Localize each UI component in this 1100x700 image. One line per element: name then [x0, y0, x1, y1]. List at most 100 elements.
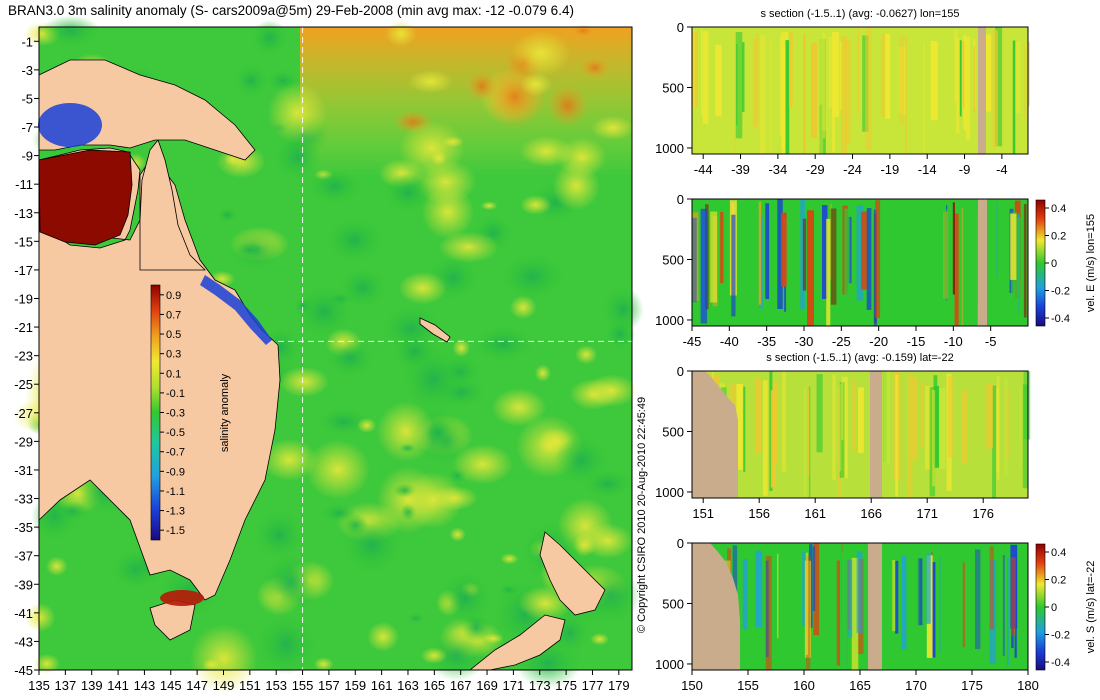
- panel-4-land: [692, 543, 740, 670]
- section-x-tick-label: -40: [720, 334, 739, 349]
- y-tick-label: -43: [14, 634, 33, 649]
- eddy: [407, 613, 425, 624]
- section-x-tick-label: -29: [806, 162, 825, 177]
- eddy: [590, 633, 610, 646]
- eddy: [367, 621, 400, 652]
- y-tick-label: -41: [14, 606, 33, 621]
- section-stripe: [933, 375, 938, 465]
- section-x-tick-label: 161: [804, 506, 826, 521]
- section-stripe: [763, 380, 768, 496]
- section-stripe: [995, 27, 1003, 147]
- section-stripe: [1010, 213, 1017, 280]
- section-stripe: [989, 546, 994, 630]
- y-tick-label: -9: [21, 149, 33, 164]
- eddy: [45, 556, 68, 577]
- panel-3-land: [692, 371, 738, 498]
- section-stripe: [754, 378, 762, 453]
- section-stripe: [813, 543, 820, 636]
- eddy: [602, 287, 644, 332]
- eddy: [267, 69, 299, 92]
- section-stripe: [781, 31, 789, 150]
- section-stripe: [992, 30, 998, 148]
- section-y-tick-label: 0: [677, 536, 684, 551]
- eddy: [217, 207, 238, 223]
- section-y-tick-label: 1000: [655, 485, 684, 500]
- section-x-tick-label: -25: [832, 334, 851, 349]
- section-stripe: [735, 32, 743, 139]
- section-stripe: [830, 208, 837, 305]
- main-map: 135 137 139 141 143 145 147 149 151 153 155 157 159 1…: [13, 15, 644, 694]
- coastal-fresh-strip: [200, 275, 272, 345]
- section-stripe: [943, 209, 950, 316]
- section-stripe: [963, 35, 967, 131]
- section-stripe: [1005, 204, 1010, 283]
- section-y-tick-label: 500: [662, 596, 684, 611]
- section-stripe: [920, 382, 923, 448]
- section-stripe: [765, 560, 769, 657]
- eddy: [452, 338, 471, 358]
- section-x-tick-label: -24: [843, 162, 862, 177]
- colorbar-tick-label: 0.5: [166, 329, 181, 341]
- section-x-tick-label: 160: [793, 678, 815, 693]
- section-stripe: [692, 212, 699, 302]
- section-x-tick-label: -35: [757, 334, 776, 349]
- new-zealand-north-island: [539, 531, 606, 616]
- section-stripe: [769, 39, 772, 155]
- section-stripe: [965, 36, 971, 140]
- section-x-tick-label: 150: [681, 678, 703, 693]
- section-x-tick-label: -44: [694, 162, 713, 177]
- vel-colorbar-tick-label: 0.4: [1051, 547, 1066, 559]
- main-map-frame: [38, 26, 633, 671]
- eddy: [449, 527, 466, 542]
- x-tick-label: 179: [608, 678, 630, 693]
- section-stripe: [875, 200, 881, 319]
- eddy: [519, 195, 552, 215]
- y-tick-label: -17: [14, 263, 33, 278]
- colorbar-tick-label: 0.1: [166, 368, 181, 380]
- section-stripe: [736, 383, 743, 470]
- x-tick-label: 169: [476, 678, 498, 693]
- eddy: [452, 444, 514, 485]
- colorbar-tick-label: -0.3: [166, 408, 185, 420]
- section-panel-1: -44 -39 -34 -29 -24 -19 -14 -9 -4 0 500 1000: [655, 20, 1030, 177]
- section-stripe: [858, 387, 864, 453]
- section-stripe: [777, 554, 779, 639]
- section-x-tick-label: 151: [692, 506, 714, 521]
- section-stripe: [816, 374, 823, 453]
- eddy: [500, 253, 564, 300]
- section-stripe: [907, 373, 913, 498]
- x-tick-label: 139: [81, 678, 103, 693]
- colorbar-tick-label: 0.3: [166, 349, 181, 361]
- section-stripe: [973, 46, 976, 113]
- section-stripe: [832, 32, 839, 118]
- x-tick-label: 175: [555, 678, 577, 693]
- eddy: [591, 115, 635, 141]
- section-stripe: [986, 383, 993, 449]
- section-x-tick-label: 165: [849, 678, 871, 693]
- section-stripe: [841, 376, 848, 479]
- eddy: [472, 326, 534, 362]
- section-stripe: [760, 34, 766, 154]
- section-stripe: [885, 34, 891, 119]
- vel-colorbar-tick-label: 0.4: [1051, 203, 1066, 215]
- section-x-tick-label: -14: [918, 162, 937, 177]
- colorbar-tick-label: -1.1: [166, 486, 185, 498]
- cape-york-peninsula: [139, 139, 206, 271]
- eddy: [24, 602, 56, 633]
- section-stripe: [1004, 377, 1008, 476]
- section-stripe: [717, 201, 721, 318]
- section-stripe: [901, 555, 907, 650]
- section-x-tick-label: 180: [1017, 678, 1039, 693]
- eddy: [190, 624, 258, 694]
- section-stripe: [830, 203, 832, 280]
- salinity-colorbar-ticks: 0.9 0.7 0.5 0.3 0.1 -0.1 -0.3 -0.5 -0.7 -0.9 -1.1 -…: [160, 290, 185, 537]
- x-tick-label: 157: [318, 678, 340, 693]
- section-stripe: [962, 562, 965, 648]
- panel-1-stripes: [692, 27, 1030, 155]
- vel-colorbar-tick-label: 0: [1051, 602, 1057, 614]
- panel-1-land: [978, 27, 986, 154]
- section-stripe: [803, 33, 806, 154]
- section-stripe: [837, 388, 839, 461]
- section-stripe: [720, 212, 724, 284]
- eddy: [534, 364, 551, 382]
